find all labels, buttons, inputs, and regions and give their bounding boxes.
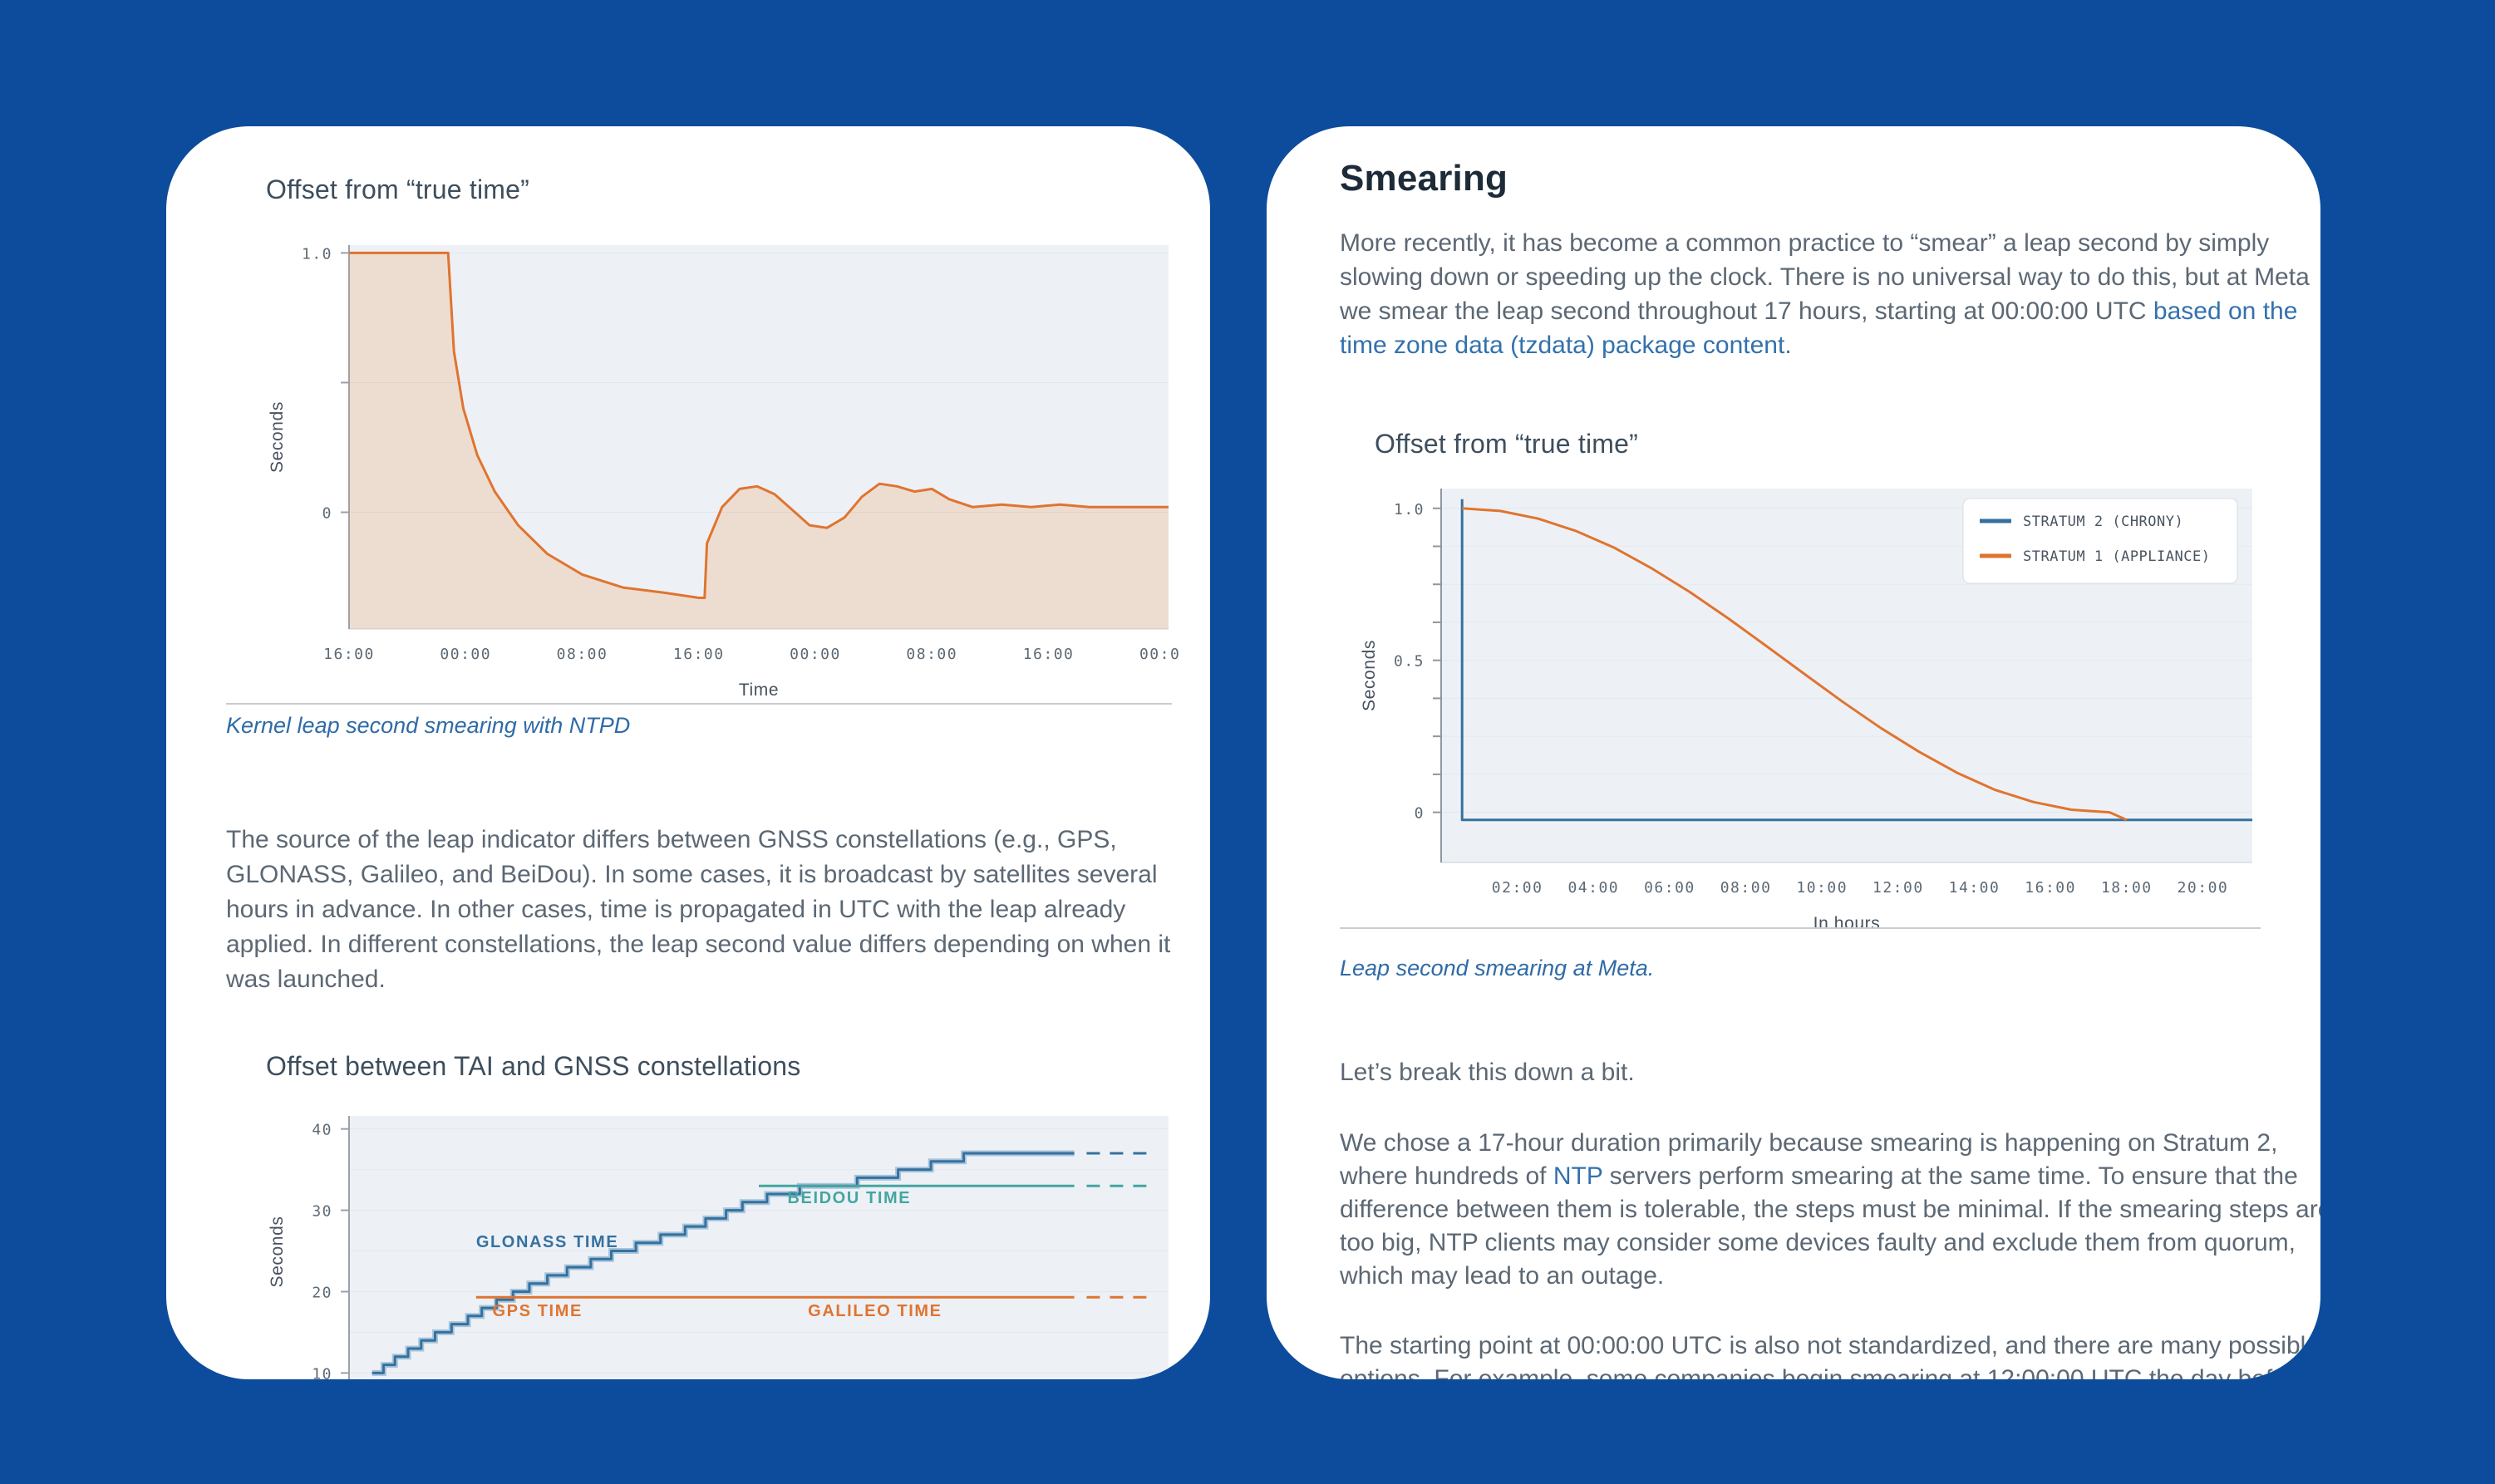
svg-text:GLONASS TIME: GLONASS TIME bbox=[476, 1233, 618, 1251]
gnss-paragraph: The source of the leap indicator differs… bbox=[226, 826, 1171, 993]
chart1-caption-link[interactable]: Kernel leap second smearing with NTPD bbox=[226, 713, 631, 738]
article-column-left: Offset from “true time” 1.0 0 16:00 00:00 08… bbox=[166, 126, 1210, 1379]
svg-text:10: 10 bbox=[312, 1365, 332, 1379]
svg-text:06:00: 06:00 bbox=[1644, 879, 1695, 897]
break-down-paragraph: Let’s break this down a bit. bbox=[1340, 1059, 1635, 1086]
smearing-paragraph: More recently, it has become a common pr… bbox=[1340, 226, 2320, 362]
chart3-caption-link[interactable]: Leap second smearing at Meta. bbox=[1340, 956, 1655, 980]
duration-paragraph-post: servers perform smearing at the same tim… bbox=[1340, 1162, 2320, 1290]
svg-text:In hours: In hours bbox=[1813, 914, 1881, 933]
svg-text:00:00: 00:00 bbox=[440, 646, 491, 663]
svg-text:Time: Time bbox=[739, 681, 779, 700]
svg-text:16:00: 16:00 bbox=[323, 646, 375, 663]
svg-text:BEIDOU TIME: BEIDOU TIME bbox=[788, 1189, 912, 1207]
svg-text:0.5: 0.5 bbox=[1394, 653, 1425, 671]
svg-text:04:00: 04:00 bbox=[1567, 879, 1619, 897]
svg-text:08:00: 08:00 bbox=[557, 646, 608, 663]
tai-gnss-chart: 40 30 20 10 GLONASS TIME BEIDOU TIME GPS TIME G… bbox=[241, 1109, 1180, 1379]
svg-text:08:00: 08:00 bbox=[1720, 879, 1772, 897]
svg-text:0: 0 bbox=[322, 505, 332, 523]
svg-text:Seconds: Seconds bbox=[1360, 640, 1379, 711]
meta-smear-chart: 1.0 0.5 0 02:00 04:00 06:00 08:00 10:00 12:00 14:… bbox=[1333, 475, 2272, 941]
chart1-title: Offset from “true time” bbox=[266, 174, 529, 204]
svg-text:20:00: 20:00 bbox=[2178, 879, 2229, 897]
caption-divider-left bbox=[226, 703, 1172, 705]
caption-divider-right bbox=[1340, 927, 2261, 929]
chart2-title: Offset between TAI and GNSS constellatio… bbox=[266, 1051, 801, 1081]
svg-text:00:00: 00:00 bbox=[790, 646, 841, 663]
svg-text:20: 20 bbox=[312, 1284, 332, 1301]
svg-text:10:00: 10:00 bbox=[1796, 879, 1848, 897]
svg-text:02:00: 02:00 bbox=[1492, 879, 1543, 897]
smearing-paragraph-period: . bbox=[1784, 332, 1792, 359]
svg-text:GALILEO TIME: GALILEO TIME bbox=[808, 1302, 942, 1320]
svg-text:16:00: 16:00 bbox=[673, 646, 725, 663]
starting-point-paragraph: The starting point at 00:00:00 UTC is al… bbox=[1340, 1332, 2320, 1379]
article-column-right: Smearing More recently, it has become a … bbox=[1267, 126, 2320, 1379]
smearing-paragraph-text: More recently, it has become a common pr… bbox=[1340, 229, 2310, 325]
svg-text:08:00: 08:00 bbox=[906, 646, 957, 663]
svg-text:30: 30 bbox=[312, 1203, 332, 1221]
svg-text:40: 40 bbox=[312, 1122, 332, 1139]
svg-text:Seconds: Seconds bbox=[268, 1216, 287, 1288]
svg-text:18:00: 18:00 bbox=[2101, 879, 2153, 897]
svg-text:16:00: 16:00 bbox=[2025, 879, 2076, 897]
svg-text:16:00: 16:00 bbox=[1023, 646, 1075, 663]
svg-text:12:00: 12:00 bbox=[1872, 879, 1924, 897]
svg-text:1.0: 1.0 bbox=[302, 245, 332, 263]
section-heading: Smearing bbox=[1340, 158, 1508, 199]
chart3-title: Offset from “true time” bbox=[1375, 429, 1638, 459]
svg-text:STRATUM 2 (CHRONY): STRATUM 2 (CHRONY) bbox=[2023, 514, 2183, 530]
svg-text:0: 0 bbox=[1415, 805, 1425, 823]
ntp-link[interactable]: NTP bbox=[1553, 1162, 1603, 1190]
svg-text:Seconds: Seconds bbox=[268, 401, 287, 473]
duration-paragraph-pre: We chose a 17-hour duration primarily be… bbox=[1340, 1129, 2278, 1190]
svg-text:14:00: 14:00 bbox=[1949, 879, 2000, 897]
ntpd-smear-chart: 1.0 0 16:00 00:00 08:00 16:00 00:00 08:00 16:00 0… bbox=[241, 224, 1189, 702]
duration-paragraph: We chose a 17-hour duration primarily be… bbox=[1340, 1127, 2320, 1293]
svg-text:GPS TIME: GPS TIME bbox=[493, 1302, 583, 1320]
svg-text:STRATUM 1 (APPLIANCE): STRATUM 1 (APPLIANCE) bbox=[2023, 548, 2210, 565]
svg-text:1.0: 1.0 bbox=[1394, 501, 1425, 518]
svg-text:00:00: 00:00 bbox=[1139, 646, 1180, 663]
tzdata-link[interactable]: based on the time zone data (tzdata) pac… bbox=[1340, 297, 2298, 359]
